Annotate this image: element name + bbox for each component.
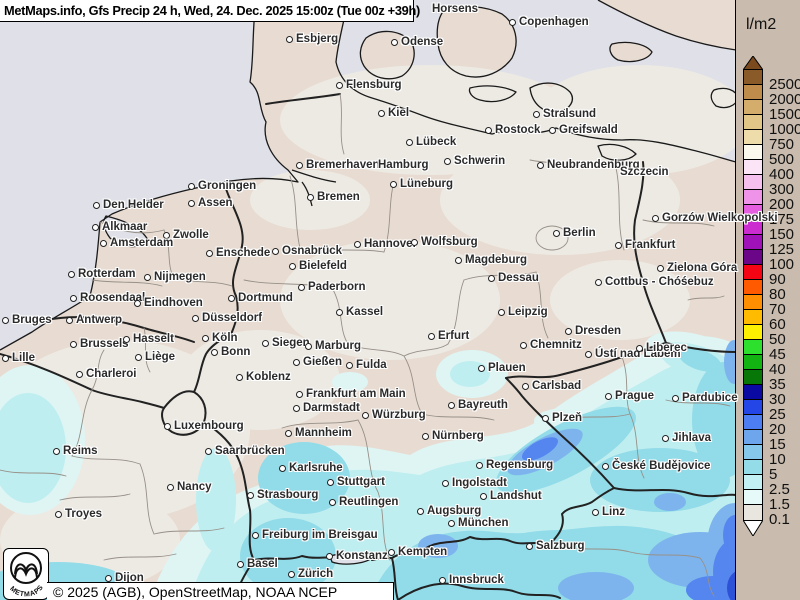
legend-value: 2500 (769, 76, 800, 93)
legend-value: 80 (769, 286, 786, 303)
legend-value: 10 (769, 451, 786, 468)
title-bar: MetMaps.info, Gfs Precip 24 h, Wed, 24. … (0, 0, 420, 22)
legend-arrow-up-icon (743, 56, 763, 70)
legend-level: 175 (743, 204, 794, 228)
legend-value: 2000 (769, 91, 800, 108)
legend-level: 50 (743, 324, 786, 348)
metmaps-logo[interactable]: METMAPS (3, 548, 49, 600)
legend-value: 125 (769, 241, 795, 258)
legend-value: 1.5 (769, 496, 790, 513)
metmaps-logo-text: METMAPS (8, 584, 45, 599)
legend-level: 5 (743, 459, 777, 483)
legend-level: 750 (743, 129, 794, 153)
legend-level: 35 (743, 369, 786, 393)
legend-value: 300 (769, 181, 795, 198)
legend-level: 100 (743, 249, 794, 273)
legend-level: 0.1 (743, 504, 790, 528)
legend-level: 200 (743, 189, 794, 213)
legend-value: 175 (769, 211, 795, 228)
legend-level: 45 (743, 339, 786, 363)
legend-value: 40 (769, 361, 786, 378)
legend-level: 1.5 (743, 489, 790, 513)
legend-level: 60 (743, 309, 786, 333)
legend-level: 300 (743, 174, 794, 198)
legend-level: 10 (743, 444, 786, 468)
legend-level: 500 (743, 144, 794, 168)
legend-level: 30 (743, 384, 786, 408)
legend-value: 200 (769, 196, 795, 213)
legend-value: 750 (769, 136, 795, 153)
copyright-bar: © 2025 (AGB), OpenStreetMap, NOAA NCEP (47, 582, 394, 600)
legend-level: 400 (743, 159, 794, 183)
legend-value: 2.5 (769, 481, 790, 498)
legend-value: 0.1 (769, 511, 790, 528)
legend-level: 1500 (743, 99, 800, 123)
legend-value: 45 (769, 346, 786, 363)
legend-value: 15 (769, 436, 786, 453)
legend-value: 400 (769, 166, 795, 183)
legend-value: 5 (769, 466, 778, 483)
legend-value: 20 (769, 421, 786, 438)
legend-value: 60 (769, 316, 786, 333)
legend-level: 15 (743, 429, 786, 453)
legend-value: 90 (769, 271, 786, 288)
legend-level: 80 (743, 279, 786, 303)
coastlines (0, 0, 739, 351)
legend-panel: l/m2 2500 2000 1500 1000 750 500 400 300 200 175 1… (735, 0, 800, 600)
legend-value: 70 (769, 301, 786, 318)
legend-level: 20 (743, 414, 786, 438)
map-title: MetMaps.info, Gfs Precip 24 h, Wed, 24. … (4, 3, 420, 18)
legend-value: 25 (769, 406, 786, 423)
legend-value: 150 (769, 226, 795, 243)
legend-level: 70 (743, 294, 786, 318)
legend-value: 50 (769, 331, 786, 348)
legend-swatch (743, 504, 763, 521)
legend-value: 500 (769, 151, 795, 168)
legend-value: 30 (769, 391, 786, 408)
legend-arrow-down-icon (743, 520, 763, 536)
legend-value: 1500 (769, 106, 800, 123)
legend-level: 2500 (743, 69, 800, 93)
copyright-text[interactable]: © 2025 (AGB), OpenStreetMap, NOAA NCEP (53, 584, 338, 600)
legend-level: 2000 (743, 84, 800, 108)
legend-level: 2.5 (743, 474, 790, 498)
legend-value: 35 (769, 376, 786, 393)
legend-unit-label: l/m2 (746, 16, 777, 33)
legend-value: 1000 (769, 121, 800, 138)
legend-level: 25 (743, 399, 786, 423)
legend-level: 40 (743, 354, 786, 378)
precip-trace-layer (0, 65, 750, 590)
legend-level: 125 (743, 234, 794, 258)
legend-value: 100 (769, 256, 795, 273)
legend-level: 150 (743, 219, 794, 243)
legend-level: 1000 (743, 114, 800, 138)
lake-constance (329, 553, 374, 565)
legend-color-bar: 2500 2000 1500 1000 750 500 400 300 200 175 150 125… (743, 56, 800, 536)
state-borders (0, 93, 731, 597)
legend-level: 90 (743, 264, 786, 288)
